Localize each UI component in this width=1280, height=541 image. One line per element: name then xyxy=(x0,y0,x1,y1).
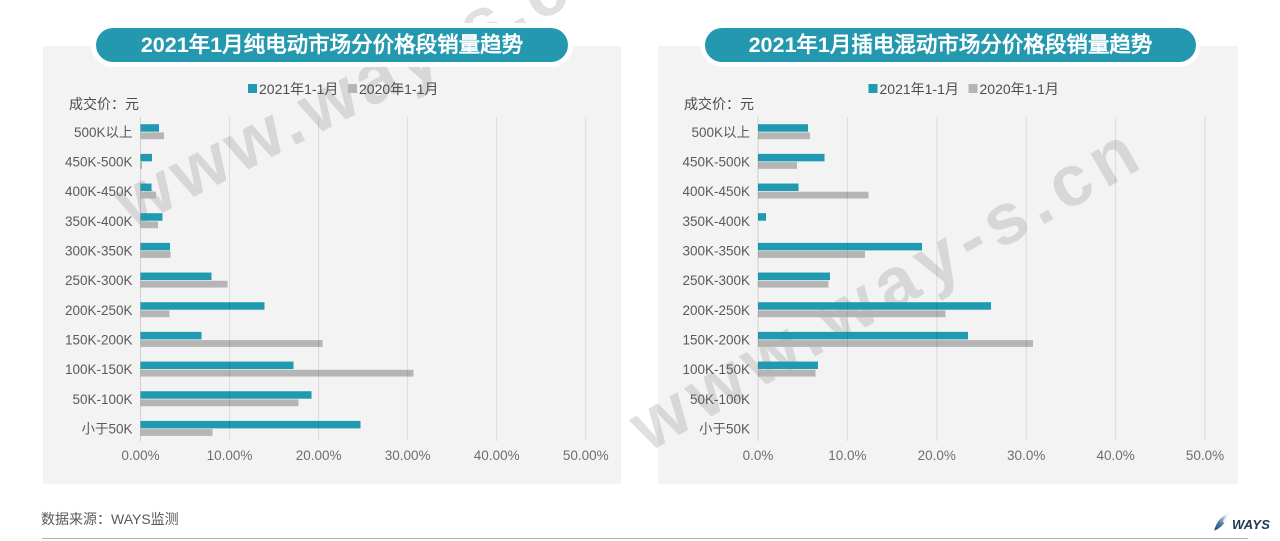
svg-text:300K-350K: 300K-350K xyxy=(682,243,750,258)
svg-text:小于50K: 小于50K xyxy=(699,422,750,437)
svg-text:200K-250K: 200K-250K xyxy=(682,303,750,318)
svg-text:成交价：元: 成交价：元 xyxy=(69,96,139,112)
svg-text:20.00%: 20.00% xyxy=(296,448,342,463)
svg-text:100K-150K: 100K-150K xyxy=(65,362,133,377)
svg-text:400K-450K: 400K-450K xyxy=(65,184,133,199)
svg-text:2021年1-1月: 2021年1-1月 xyxy=(259,81,338,97)
svg-text:30.00%: 30.00% xyxy=(385,448,431,463)
svg-text:50K-100K: 50K-100K xyxy=(72,392,132,407)
svg-text:300K-350K: 300K-350K xyxy=(65,243,133,258)
svg-text:100K-150K: 100K-150K xyxy=(682,362,750,377)
svg-text:0.00%: 0.00% xyxy=(121,448,159,463)
svg-text:50.00%: 50.00% xyxy=(563,448,609,463)
svg-text:2020年1-1月: 2020年1-1月 xyxy=(980,81,1059,97)
svg-text:200K-250K: 200K-250K xyxy=(65,303,133,318)
svg-text:小于50K: 小于50K xyxy=(81,422,132,437)
svg-text:2021年1-1月: 2021年1-1月 xyxy=(880,81,959,97)
svg-text:150K-200K: 150K-200K xyxy=(65,332,133,347)
svg-text:0.0%: 0.0% xyxy=(743,448,774,463)
svg-text:WAYS: WAYS xyxy=(1232,517,1270,532)
svg-text:250K-300K: 250K-300K xyxy=(682,273,750,288)
svg-text:50.0%: 50.0% xyxy=(1186,448,1224,463)
svg-text:2020年1-1月: 2020年1-1月 xyxy=(359,81,438,97)
svg-text:350K-400K: 350K-400K xyxy=(65,214,133,229)
svg-text:450K-500K: 450K-500K xyxy=(682,154,750,169)
svg-text:250K-300K: 250K-300K xyxy=(65,273,133,288)
svg-text:150K-200K: 150K-200K xyxy=(682,332,750,347)
svg-text:400K-450K: 400K-450K xyxy=(682,184,750,199)
svg-text:450K-500K: 450K-500K xyxy=(65,154,133,169)
svg-text:500K以上: 500K以上 xyxy=(691,125,750,140)
svg-text:40.0%: 40.0% xyxy=(1096,448,1134,463)
svg-text:350K-400K: 350K-400K xyxy=(682,214,750,229)
svg-text:10.0%: 10.0% xyxy=(828,448,866,463)
svg-text:500K以上: 500K以上 xyxy=(74,125,133,140)
svg-text:40.00%: 40.00% xyxy=(474,448,520,463)
svg-text:成交价：元: 成交价：元 xyxy=(684,96,754,112)
svg-text:30.0%: 30.0% xyxy=(1007,448,1045,463)
svg-text:20.0%: 20.0% xyxy=(918,448,956,463)
svg-text:10.00%: 10.00% xyxy=(207,448,253,463)
svg-text:50K-100K: 50K-100K xyxy=(690,392,750,407)
